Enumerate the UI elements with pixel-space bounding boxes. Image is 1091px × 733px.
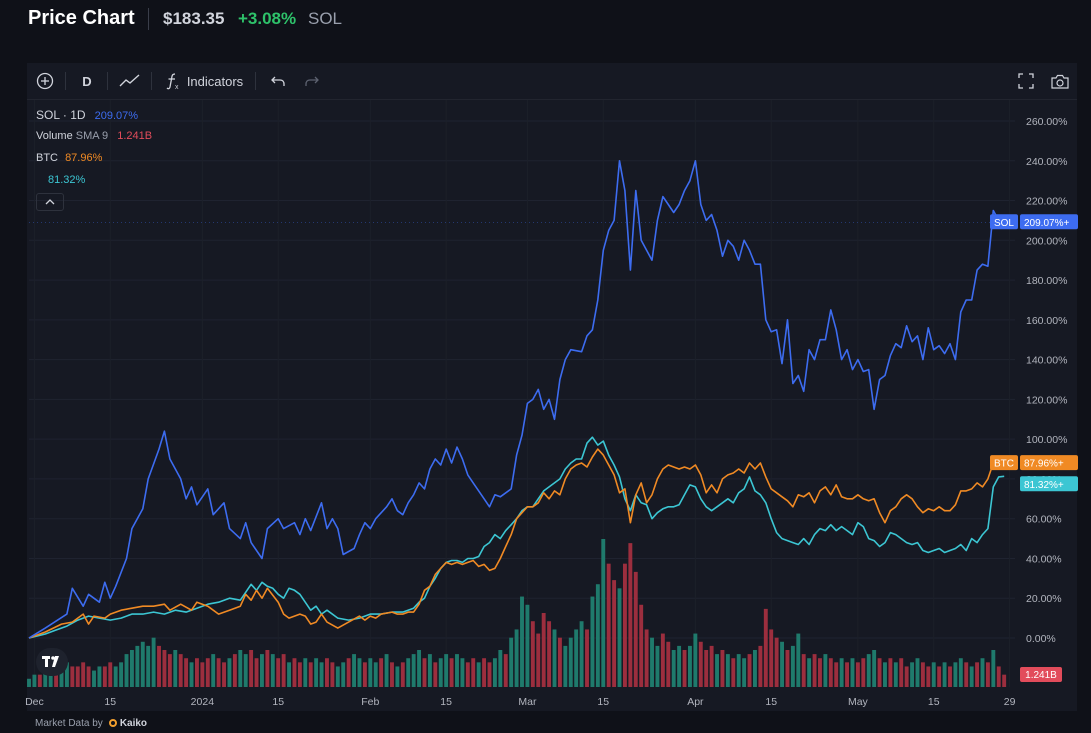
collapse-legend-button[interactable] <box>36 193 64 211</box>
add-symbol-button[interactable] <box>31 63 59 99</box>
tradingview-icon <box>42 656 59 667</box>
chevron-up-icon <box>45 199 55 205</box>
page-title: Price Chart <box>28 7 135 29</box>
undo-icon <box>271 76 285 86</box>
legend-volume-label: Volume <box>36 130 73 142</box>
legend-btc[interactable]: BTC 87.96% <box>36 151 102 165</box>
legend-series3-value: 81.32% <box>48 174 86 186</box>
chart-toolbar: D x Indicators <box>27 63 1077 100</box>
toolbar-divider <box>65 72 66 90</box>
current-price: $183.35 <box>163 9 225 28</box>
indicators-button[interactable]: x Indicators <box>161 63 247 99</box>
chart-panel <box>27 63 1077 711</box>
screenshot-button[interactable] <box>1047 63 1073 99</box>
kaiko-link[interactable]: Kaiko <box>119 718 148 729</box>
legend-volume-sma: SMA 9 <box>75 130 109 142</box>
symbol-label: SOL <box>308 9 343 28</box>
kaiko-icon <box>108 719 117 728</box>
chart-type-button[interactable] <box>115 63 145 99</box>
legend-series3[interactable]: 81.32% <box>48 173 85 187</box>
undo-button[interactable] <box>265 63 291 99</box>
legend-sol[interactable]: SOL · 1D 209.07% <box>36 108 138 123</box>
svg-text:x: x <box>175 84 179 90</box>
toolbar-divider <box>151 72 152 90</box>
legend-sol-value: 209.07% <box>94 110 139 122</box>
indicators-label: Indicators <box>186 73 244 89</box>
header-bar: Price Chart $183.35 +3.08% SOL <box>0 0 1091 40</box>
redo-button[interactable] <box>299 63 325 99</box>
tradingview-logo[interactable] <box>36 648 68 676</box>
legend-btc-value: 87.96% <box>65 152 103 164</box>
legend-sol-label: SOL · 1D <box>36 108 86 122</box>
line-chart-icon <box>119 74 140 87</box>
fullscreen-button[interactable] <box>1013 63 1039 99</box>
legend-volume[interactable]: Volume SMA 9 1.241B <box>36 129 152 143</box>
fullscreen-icon <box>1018 73 1034 89</box>
camera-icon <box>1051 74 1069 89</box>
legend-volume-value: 1.241B <box>117 130 153 142</box>
redo-icon <box>305 76 319 86</box>
plus-circle-icon <box>36 72 54 90</box>
toolbar-divider <box>255 72 256 90</box>
header-divider <box>148 8 149 30</box>
market-data-label: Market Data by <box>35 718 103 729</box>
function-icon: x <box>166 73 179 90</box>
toolbar-divider <box>107 72 108 90</box>
footer-attribution: Market Data by Kaiko <box>35 718 147 729</box>
price-change: +3.08% <box>238 9 297 28</box>
interval-button[interactable]: D <box>82 73 92 89</box>
legend-btc-label: BTC <box>36 152 58 164</box>
